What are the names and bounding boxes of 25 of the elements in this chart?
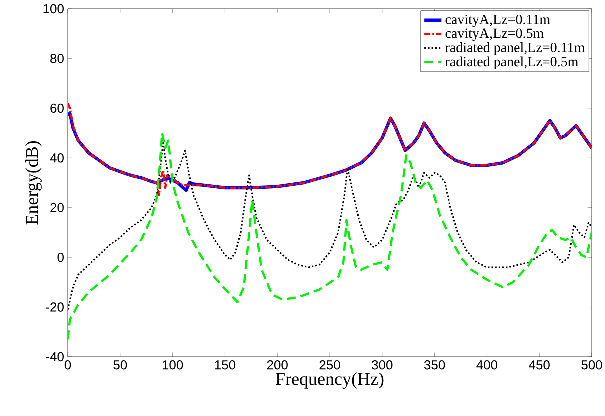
y-tick-label: 60 bbox=[50, 104, 64, 114]
x-tick-label: 100 bbox=[162, 360, 184, 370]
x-tick-label: 250 bbox=[320, 360, 340, 370]
x-tick-label: 150 bbox=[215, 360, 236, 370]
legend-label: radiated panel,Lz=0.11m bbox=[446, 42, 585, 56]
x-tick-label: 0 bbox=[64, 360, 72, 370]
y-axis-title: Energy(dB) bbox=[26, 141, 42, 225]
legend-label: cavityA,Lz=0.11m bbox=[446, 14, 550, 28]
x-tick-label: 500 bbox=[582, 360, 602, 370]
x-tick-label: 450 bbox=[529, 360, 550, 370]
y-tick-label: -20 bbox=[46, 302, 64, 312]
y-tick-label: 20 bbox=[50, 203, 64, 212]
x-tick-label: 50 bbox=[114, 360, 128, 370]
y-tick-label: 100 bbox=[44, 4, 64, 14]
y-tick-label: -40 bbox=[46, 352, 64, 362]
x-tick-label: 400 bbox=[476, 360, 498, 370]
legend-label: cavityA,Lz=0.5m bbox=[446, 28, 544, 42]
x-tick-label: 200 bbox=[267, 360, 288, 370]
x-tick-label: 350 bbox=[424, 360, 446, 370]
y-tick-label: 0 bbox=[58, 252, 64, 262]
y-tick-label: 80 bbox=[50, 54, 64, 64]
y-tick-label: 40 bbox=[50, 154, 64, 163]
legend-label: radiated panel,Lz=0.5m bbox=[446, 56, 578, 70]
x-tick-label: 300 bbox=[372, 360, 393, 370]
x-axis-title: Frequency(Hz) bbox=[276, 372, 384, 389]
